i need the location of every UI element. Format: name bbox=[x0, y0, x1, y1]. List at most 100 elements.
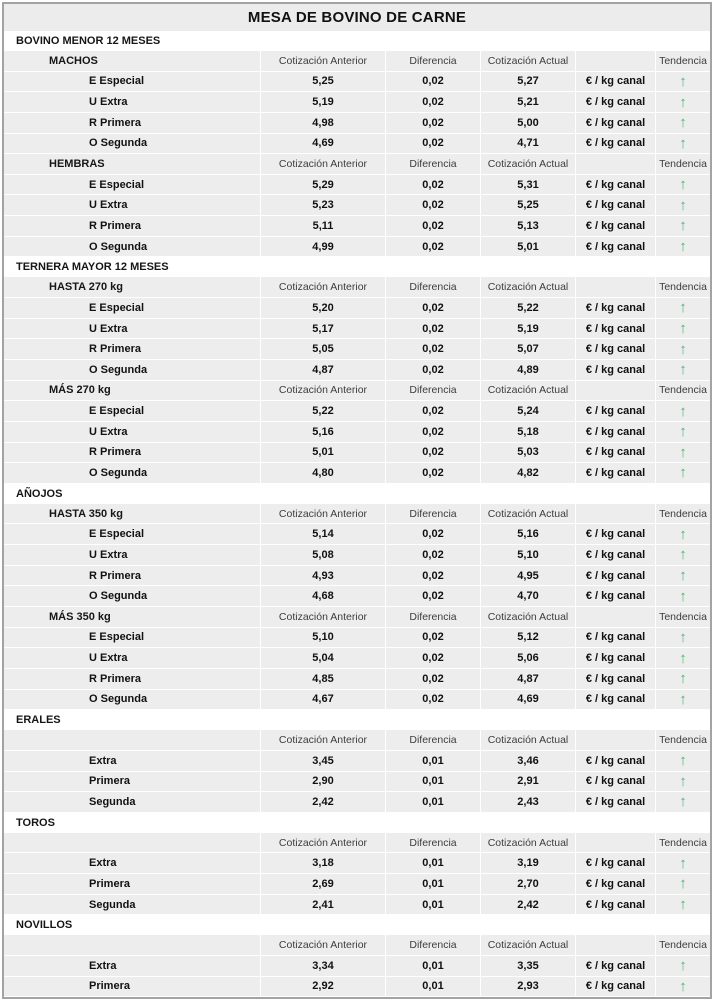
col-header-prev-quote: Cotización Anterior bbox=[260, 277, 385, 298]
col-header-difference: Diferencia bbox=[385, 935, 480, 955]
section-title: BOVINO MENOR 12 MESES bbox=[16, 35, 161, 47]
row-label: Extra bbox=[89, 754, 117, 767]
col-header-unit-spacer bbox=[575, 277, 655, 298]
group-title: HASTA 350 kg bbox=[49, 507, 123, 520]
col-header-difference: Diferencia bbox=[385, 503, 480, 524]
trend-up-icon: ↑ bbox=[655, 750, 710, 771]
row-label: R Primera bbox=[89, 343, 141, 356]
trend-up-icon: ↑ bbox=[655, 874, 710, 894]
prev-quote-value: 5,11 bbox=[260, 216, 385, 236]
trend-up-icon: ↑ bbox=[655, 853, 710, 874]
prev-quote-value: 2,42 bbox=[260, 792, 385, 812]
unit-label: € / kg canal bbox=[575, 792, 655, 812]
trend-up-icon: ↑ bbox=[655, 463, 710, 483]
trend-up-icon: ↑ bbox=[655, 195, 710, 216]
col-header-unit-spacer bbox=[575, 503, 655, 524]
trend-up-icon: ↑ bbox=[655, 298, 710, 318]
unit-label: € / kg canal bbox=[575, 955, 655, 976]
prev-quote-value: 3,18 bbox=[260, 853, 385, 874]
trend-up-icon: ↑ bbox=[655, 586, 710, 607]
prev-quote-value: 4,87 bbox=[260, 359, 385, 380]
current-quote-value: 4,87 bbox=[480, 668, 575, 689]
trend-up-icon: ↑ bbox=[655, 668, 710, 689]
col-header-trend: Tendencia bbox=[655, 154, 710, 174]
price-table-body: BOVINO MENOR 12 MESES MACHOS Cotización … bbox=[4, 31, 710, 997]
quote-row: Primera 2,69 0,01 2,70 € / kg canal ↑ bbox=[4, 874, 710, 895]
prev-quote-value: 5,20 bbox=[260, 298, 385, 318]
row-label: E Especial bbox=[89, 528, 145, 541]
row-label: U Extra bbox=[89, 425, 128, 438]
difference-value: 0,01 bbox=[385, 976, 480, 997]
quote-row: E Especial 5,20 0,02 5,22 € / kg canal ↑ bbox=[4, 298, 710, 319]
section-title: ERALES bbox=[16, 714, 61, 727]
difference-value: 0,02 bbox=[385, 318, 480, 339]
unit-label: € / kg canal bbox=[575, 668, 655, 689]
prev-quote-value: 3,45 bbox=[260, 750, 385, 771]
row-label: E Especial bbox=[89, 178, 145, 191]
quote-row: U Extra 5,23 0,02 5,25 € / kg canal ↑ bbox=[4, 195, 710, 217]
quote-row: Segunda 2,41 0,01 2,42 € / kg canal ↑ bbox=[4, 894, 710, 916]
row-label: U Extra bbox=[89, 652, 128, 665]
prev-quote-value: 4,85 bbox=[260, 668, 385, 689]
group-header-row: HASTA 270 kg Cotización Anterior Diferen… bbox=[4, 277, 710, 299]
row-label: Segunda bbox=[89, 795, 136, 808]
quote-row: Primera 2,90 0,01 2,91 € / kg canal ↑ bbox=[4, 771, 710, 793]
prev-quote-value: 4,99 bbox=[260, 236, 385, 257]
col-header-unit-spacer bbox=[575, 832, 655, 853]
current-quote-value: 2,70 bbox=[480, 874, 575, 894]
prev-quote-value: 5,17 bbox=[260, 318, 385, 339]
current-quote-value: 2,93 bbox=[480, 976, 575, 997]
col-header-prev-quote: Cotización Anterior bbox=[260, 832, 385, 853]
quote-row: O Segunda 4,99 0,02 5,01 € / kg canal ↑ bbox=[4, 236, 710, 258]
prev-quote-value: 5,16 bbox=[260, 421, 385, 442]
col-header-trend: Tendencia bbox=[655, 935, 710, 955]
row-label: U Extra bbox=[89, 548, 128, 561]
quote-row: U Extra 5,04 0,02 5,06 € / kg canal ↑ bbox=[4, 648, 710, 669]
row-label: Segunda bbox=[89, 898, 136, 911]
group-header-row: MÁS 270 kg Cotización Anterior Diferenci… bbox=[4, 380, 710, 402]
trend-up-icon: ↑ bbox=[655, 71, 710, 92]
prev-quote-value: 5,22 bbox=[260, 401, 385, 421]
row-label: E Especial bbox=[89, 405, 145, 418]
prev-quote-value: 3,34 bbox=[260, 955, 385, 976]
col-header-current-quote: Cotización Actual bbox=[480, 730, 575, 750]
quote-row: R Primera 5,11 0,02 5,13 € / kg canal ↑ bbox=[4, 216, 710, 237]
unit-label: € / kg canal bbox=[575, 750, 655, 771]
trend-up-icon: ↑ bbox=[655, 318, 710, 339]
col-header-unit-spacer bbox=[575, 51, 655, 71]
quote-row: U Extra 5,08 0,02 5,10 € / kg canal ↑ bbox=[4, 545, 710, 566]
trend-up-icon: ↑ bbox=[655, 421, 710, 442]
trend-up-icon: ↑ bbox=[655, 627, 710, 648]
section-header: BOVINO MENOR 12 MESES bbox=[4, 31, 710, 51]
unit-label: € / kg canal bbox=[575, 133, 655, 154]
col-header-prev-quote: Cotización Anterior bbox=[260, 607, 385, 627]
current-quote-value: 5,21 bbox=[480, 92, 575, 112]
quote-row: Extra 3,34 0,01 3,35 € / kg canal ↑ bbox=[4, 955, 710, 977]
col-header-unit-spacer bbox=[575, 607, 655, 627]
quote-row: E Especial 5,10 0,02 5,12 € / kg canal ↑ bbox=[4, 627, 710, 649]
prev-quote-value: 2,90 bbox=[260, 771, 385, 792]
trend-up-icon: ↑ bbox=[655, 401, 710, 421]
difference-value: 0,02 bbox=[385, 648, 480, 668]
col-header-difference: Diferencia bbox=[385, 277, 480, 298]
current-quote-value: 5,18 bbox=[480, 421, 575, 442]
prev-quote-value: 4,68 bbox=[260, 586, 385, 607]
current-quote-value: 4,71 bbox=[480, 133, 575, 154]
current-quote-value: 3,46 bbox=[480, 750, 575, 771]
unit-label: € / kg canal bbox=[575, 442, 655, 463]
unit-label: € / kg canal bbox=[575, 195, 655, 216]
current-quote-value: 2,42 bbox=[480, 894, 575, 915]
trend-up-icon: ↑ bbox=[655, 133, 710, 154]
difference-value: 0,02 bbox=[385, 71, 480, 92]
unit-label: € / kg canal bbox=[575, 236, 655, 257]
unit-label: € / kg canal bbox=[575, 298, 655, 318]
unit-label: € / kg canal bbox=[575, 339, 655, 359]
col-header-trend: Tendencia bbox=[655, 380, 710, 401]
col-header-difference: Diferencia bbox=[385, 154, 480, 174]
prev-quote-value: 5,19 bbox=[260, 92, 385, 112]
difference-value: 0,01 bbox=[385, 792, 480, 812]
current-quote-value: 4,89 bbox=[480, 359, 575, 380]
current-quote-value: 5,31 bbox=[480, 174, 575, 195]
difference-value: 0,02 bbox=[385, 236, 480, 257]
current-quote-value: 5,01 bbox=[480, 236, 575, 257]
